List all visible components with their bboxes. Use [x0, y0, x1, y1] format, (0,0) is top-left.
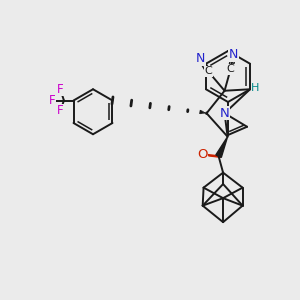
Text: N: N [196, 52, 205, 65]
Polygon shape [216, 137, 228, 158]
Text: F: F [57, 104, 64, 118]
Text: O: O [197, 148, 208, 161]
Text: N: N [220, 107, 230, 120]
Text: F: F [49, 94, 56, 107]
Text: F: F [57, 82, 64, 96]
Text: H: H [251, 83, 260, 93]
Text: C: C [227, 64, 235, 74]
Text: N: N [229, 48, 238, 61]
Text: C: C [204, 66, 212, 76]
